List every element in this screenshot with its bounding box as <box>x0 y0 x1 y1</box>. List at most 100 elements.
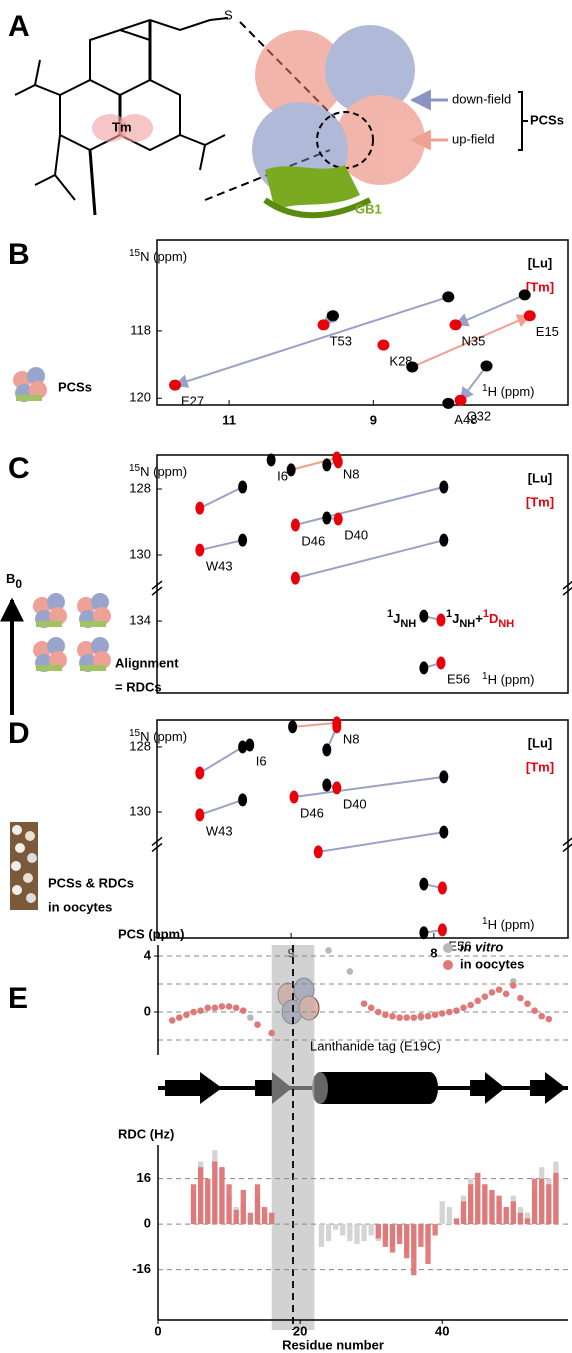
bar <box>553 1173 558 1224</box>
point <box>453 1007 460 1014</box>
peak <box>436 614 445 627</box>
sulfur-label: S <box>224 7 233 22</box>
point <box>531 1007 538 1014</box>
shift-line <box>318 832 444 852</box>
peak <box>290 790 299 803</box>
peak <box>238 793 247 806</box>
bar <box>468 1184 473 1224</box>
peak <box>238 740 247 753</box>
peak <box>288 720 297 733</box>
point <box>439 1010 446 1017</box>
point <box>247 1014 254 1021</box>
point <box>382 1012 389 1019</box>
bar <box>390 1224 395 1252</box>
shift-line <box>200 540 243 550</box>
peak-label: D40 <box>344 527 368 542</box>
superscript: 15 <box>129 463 141 474</box>
peak <box>439 534 448 547</box>
bar <box>333 1224 338 1230</box>
peak-label: D46 <box>301 533 325 548</box>
chelator-structure <box>15 18 228 215</box>
point <box>254 1021 261 1028</box>
y-tick-label: 0 <box>144 1003 151 1018</box>
y-tick-label: 134 <box>129 612 151 627</box>
peak <box>419 878 428 891</box>
peak <box>318 319 330 330</box>
bracket <box>518 92 528 150</box>
peak-label: I6 <box>256 753 267 768</box>
plot-frame <box>157 455 568 693</box>
figure: A Tm S down-field up-field PCSs GB1 B PC… <box>0 0 572 1353</box>
superscript: 15 <box>129 248 141 259</box>
field-label: B0 <box>6 571 22 591</box>
bar <box>532 1179 537 1225</box>
bar <box>496 1196 501 1224</box>
bar <box>511 1201 516 1224</box>
legend-label: in vitro <box>460 939 503 954</box>
bar <box>425 1224 430 1264</box>
bar <box>440 1201 445 1224</box>
shift-line <box>295 487 443 525</box>
peak <box>442 291 454 302</box>
x-tick-label: 11 <box>222 412 236 427</box>
peak <box>238 481 247 494</box>
bar <box>198 1167 203 1224</box>
point <box>538 1013 545 1020</box>
bar <box>361 1224 366 1241</box>
peak-label: N35 <box>462 333 486 348</box>
y-tick-label: 128 <box>129 480 151 495</box>
bar <box>489 1190 494 1224</box>
bar <box>269 1213 274 1224</box>
y-axis-label: PCS (ppm) <box>118 926 184 941</box>
icon-label: PCSs <box>58 379 92 394</box>
point <box>467 1002 474 1009</box>
bar <box>369 1224 374 1235</box>
bar <box>241 1190 246 1224</box>
peak-label: I6 <box>277 468 288 483</box>
peak-label: E56 <box>447 671 470 686</box>
page: A Tm S down-field up-field PCSs GB1 B PC… <box>0 0 572 1353</box>
legend-marker <box>443 943 453 953</box>
point <box>546 1016 553 1023</box>
point <box>489 989 496 996</box>
shift-arrow <box>456 295 525 325</box>
bar <box>376 1224 381 1238</box>
point <box>524 1000 531 1007</box>
point <box>233 1005 240 1012</box>
peak-label: E27 <box>181 394 204 409</box>
peak <box>195 502 204 515</box>
point <box>510 982 517 989</box>
peak-label: D46 <box>300 805 324 820</box>
point <box>169 1017 176 1024</box>
bar <box>546 1184 551 1224</box>
point <box>204 1005 211 1012</box>
shift-line <box>200 800 243 815</box>
point <box>268 1030 275 1037</box>
peak <box>439 481 448 494</box>
point <box>368 1005 375 1012</box>
bar <box>347 1224 352 1241</box>
point <box>176 1014 183 1021</box>
bar <box>383 1224 388 1247</box>
panel-label: B <box>8 238 30 271</box>
panel-label: A <box>8 10 30 43</box>
bar <box>248 1213 253 1224</box>
symbol: J <box>393 611 400 626</box>
label-text: N (ppm) <box>140 249 187 264</box>
peak <box>439 770 448 783</box>
point <box>347 968 354 975</box>
peak <box>195 544 204 557</box>
y-axis-label: 15N (ppm) <box>129 248 187 265</box>
bar <box>262 1207 267 1224</box>
protein-label: GB1 <box>355 201 382 216</box>
bar <box>219 1167 224 1224</box>
peak <box>377 340 389 351</box>
peak <box>332 781 341 794</box>
point <box>418 1013 425 1020</box>
bar <box>432 1224 437 1235</box>
point <box>361 1000 368 1007</box>
y-tick-label: 120 <box>129 390 151 405</box>
y-tick-label: 118 <box>130 322 151 337</box>
y-tick-label: 130 <box>129 803 151 818</box>
label-text: N (ppm) <box>140 729 187 744</box>
